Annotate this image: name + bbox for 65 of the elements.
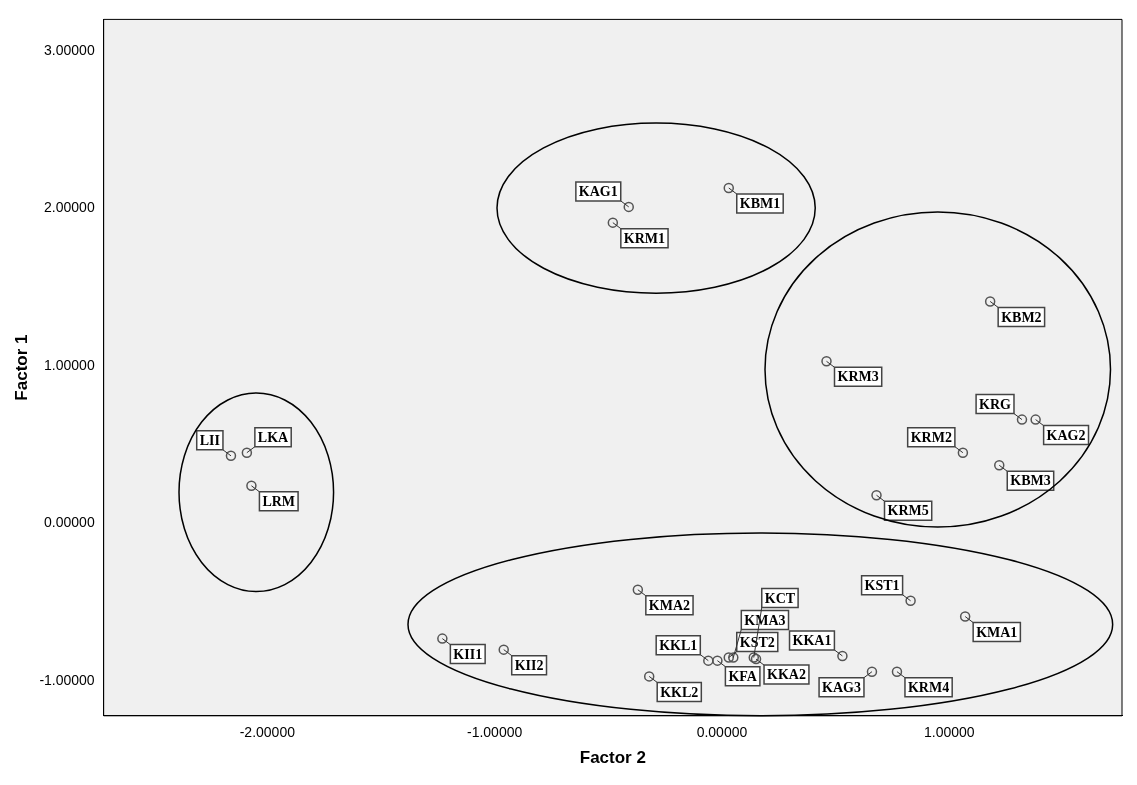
series-label: KRM2 [910,429,952,445]
series-label: LRM [262,493,296,509]
point [703,655,714,666]
series-label: KMA3 [744,612,786,628]
x-tick-label: -1.00000 [466,724,523,741]
point [994,460,1005,471]
series-label: KAG2 [1046,427,1086,443]
point [723,652,735,663]
series-label: KBM2 [1001,309,1042,325]
point [905,595,916,607]
series-label: KRM3 [837,369,879,385]
y-tick-label: 1.00000 [44,356,95,373]
series-label: KBM3 [1010,473,1051,489]
series-label: KBM1 [739,196,781,212]
x-tick-label: 1.00000 [923,724,975,741]
point [632,584,644,596]
series-label: KAG3 [822,679,861,695]
x-axis-title: Factor 2 [579,748,646,768]
point [643,671,655,682]
series-label: KKL2 [660,684,699,700]
point [623,201,634,213]
series-label: LII [199,432,220,448]
series-label: KRM5 [887,503,929,519]
point [959,611,971,622]
point [866,666,878,677]
y-tick-label: 0.00000 [44,514,95,531]
series-label: KRM1 [623,230,666,246]
series-label: KRM4 [907,679,950,695]
y-tick-label: 2.00000 [44,199,95,216]
point [607,217,619,228]
point [723,182,735,194]
point [837,650,848,662]
series-label: KRG [979,396,1012,412]
y-tick-label: -1.00000 [39,672,95,688]
point [728,652,739,663]
series-label: KII1 [453,646,483,662]
point [984,296,996,307]
point [1030,414,1041,425]
point [437,633,448,644]
series-label: KST2 [739,634,775,650]
point [712,655,723,666]
series-label: LKA [257,429,290,445]
y-axis-title: Factor 1 [11,334,31,401]
point [241,447,253,458]
point [498,644,509,655]
series-label: KMA1 [976,624,1018,640]
point [821,356,832,367]
point [1016,414,1028,425]
point [225,450,237,462]
series-label: KKL1 [659,637,698,653]
series-label: KMA2 [648,597,691,613]
series-label: KII2 [514,657,544,673]
y-tick-label: 3.00000 [44,41,95,58]
series-label: KKA1 [792,633,832,649]
x-tick-label: -2.00000 [239,724,296,741]
point [891,666,903,677]
x-tick-label: 0.00000 [696,724,748,741]
series-label: KKA2 [767,667,806,683]
point [246,480,257,492]
series-label: KFA [728,668,758,684]
point [871,489,882,501]
series-label: KST1 [864,577,900,593]
series-label: KAG1 [578,184,618,199]
point [957,447,969,458]
text: KCT [764,590,796,606]
